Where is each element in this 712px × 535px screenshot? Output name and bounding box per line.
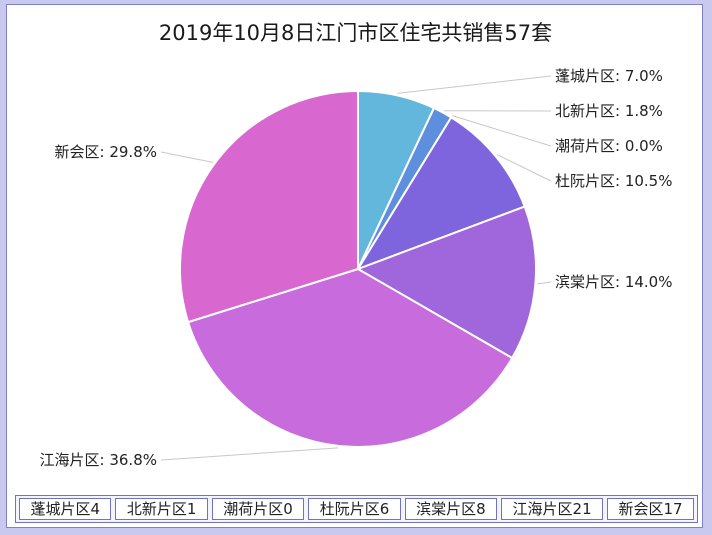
legend-item-1[interactable]: 蓬城片区4: [19, 498, 112, 520]
slice-3-label: 潮荷片区: 0.0%: [555, 137, 663, 155]
legend-item-3[interactable]: 潮荷片区0: [211, 498, 305, 520]
chart-title: 2019年10月8日江门市区住宅共销售57套: [158, 21, 553, 45]
slice-4[interactable]: [355, 115, 526, 271]
pie-chart: 蓬城片区: 7.0% 北新片区: 1.8% 潮荷片区: 0.0% 杜阮片区: 10.5…: [40, 67, 673, 469]
slice-6[interactable]: [186, 267, 514, 448]
slice-5-leader-line: [537, 281, 552, 285]
legend-item-7[interactable]: 新会区17: [607, 498, 695, 520]
slice-7-label: 新会区: 29.8%: [55, 143, 157, 161]
slice-2-label: 北新片区: 1.8%: [555, 102, 663, 120]
legend-item-4[interactable]: 杜阮片区6: [308, 498, 401, 520]
legend-item-6[interactable]: 江海片区21: [501, 498, 604, 520]
slice-6-leader-line: [160, 447, 339, 461]
slice-1-leader-line: [397, 75, 552, 94]
legend-item-5[interactable]: 滨棠片区8: [404, 498, 498, 520]
legend-item-2[interactable]: 北新片区1: [115, 498, 208, 520]
slice-4-leader-line: [496, 154, 552, 182]
slice-3-leader-line: [452, 115, 552, 147]
slice-5[interactable]: [355, 205, 537, 360]
chart-frame: 2019年10月8日江门市区住宅共销售57套 蓬城片区: 7.0% 北新片区: 1…: [6, 4, 703, 528]
slice-1-label: 蓬城片区: 7.0%: [555, 67, 663, 85]
slice-6-label: 江海片区: 36.8%: [40, 451, 157, 469]
slice-4-label: 杜阮片区: 10.5%: [555, 172, 672, 190]
slice-5-label: 滨棠片区: 14.0%: [555, 273, 672, 291]
legend: 蓬城片区4 北新片区1 潮荷片区0 杜阮片区6 滨棠片区8 江海片区21 新会区17: [15, 495, 698, 523]
slice-7[interactable]: [179, 89, 359, 324]
slice-7-leader-line: [160, 151, 214, 163]
